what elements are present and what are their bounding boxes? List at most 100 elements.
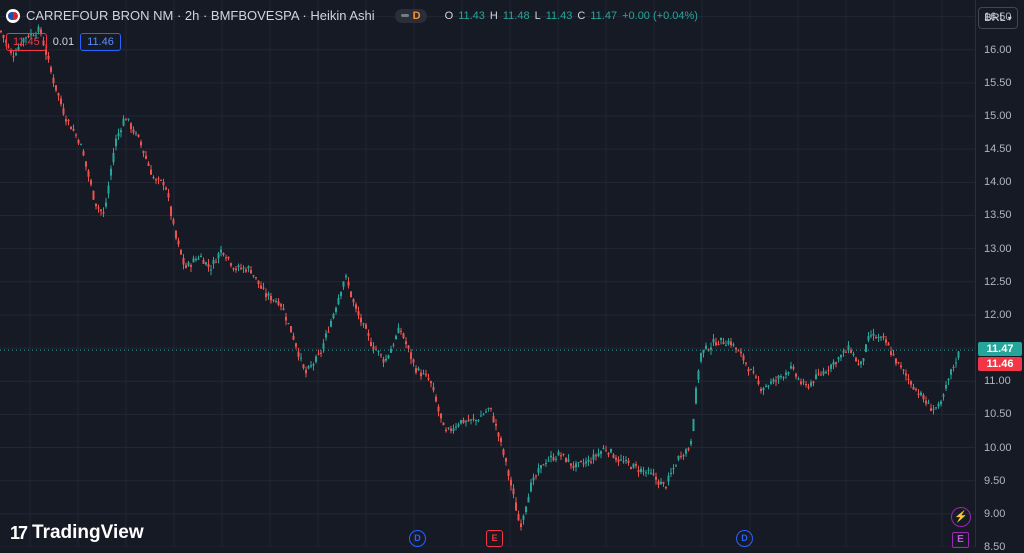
candle-down bbox=[472, 418, 475, 420]
candle-up bbox=[267, 293, 270, 296]
candle-down bbox=[270, 296, 272, 301]
price-axis-tick: 16.50 bbox=[984, 10, 1012, 23]
candle-down bbox=[27, 35, 30, 37]
candle-down bbox=[687, 448, 690, 450]
candle-up bbox=[790, 366, 792, 369]
candle-up bbox=[732, 344, 735, 346]
buy-button[interactable]: 11.46 bbox=[80, 33, 121, 51]
candle-down bbox=[800, 381, 802, 384]
candle-up bbox=[417, 368, 420, 371]
candle-up bbox=[762, 388, 765, 391]
candle-down bbox=[405, 341, 407, 345]
candle-down bbox=[357, 311, 360, 316]
candle-down bbox=[280, 304, 282, 307]
candle-down bbox=[612, 454, 615, 459]
candle-down bbox=[167, 193, 170, 198]
candle-up bbox=[862, 358, 865, 362]
candle-down bbox=[87, 170, 90, 177]
candle-up bbox=[750, 369, 752, 371]
price-chart[interactable] bbox=[0, 0, 975, 547]
candle-up bbox=[815, 374, 817, 379]
candle-down bbox=[755, 376, 757, 378]
candle-up bbox=[447, 427, 450, 429]
tradingview-wordmark: TradingView bbox=[32, 522, 144, 543]
candle-up bbox=[337, 297, 340, 305]
candle-down bbox=[202, 259, 205, 264]
ohlc-close-key: C bbox=[577, 9, 586, 22]
candle-down bbox=[150, 169, 152, 175]
candle-down bbox=[657, 481, 660, 485]
tradingview-logo[interactable]: 17 TradingView bbox=[10, 522, 144, 544]
candle-up bbox=[597, 453, 600, 456]
candle-up bbox=[942, 394, 945, 397]
price-axis-tick: 15.50 bbox=[984, 76, 1012, 89]
currency-selector[interactable]: BRL ▾ bbox=[978, 7, 1018, 29]
candle-down bbox=[162, 181, 165, 186]
dividends-badge: D bbox=[412, 9, 421, 22]
candle-up bbox=[947, 378, 950, 381]
candle-down bbox=[277, 301, 280, 305]
candle-down bbox=[285, 316, 287, 321]
candle-down bbox=[875, 337, 877, 339]
candle-down bbox=[12, 56, 15, 58]
candle-up bbox=[932, 408, 935, 410]
candle-down bbox=[295, 343, 297, 347]
candle-up bbox=[197, 258, 200, 260]
candle-down bbox=[230, 263, 232, 266]
earnings-event-marker[interactable]: E bbox=[486, 530, 503, 547]
minus-icon bbox=[400, 14, 409, 17]
sell-button[interactable]: 11.45 bbox=[6, 33, 47, 51]
candle-down bbox=[807, 386, 810, 388]
candle-down bbox=[305, 369, 307, 374]
candle-up bbox=[575, 463, 577, 467]
price-axis[interactable]: 8.509.009.5010.0010.5011.0011.5012.0012.… bbox=[975, 0, 1024, 553]
candle-down bbox=[607, 452, 610, 455]
candle-down bbox=[50, 67, 52, 72]
candle-up bbox=[115, 138, 117, 147]
symbol-title[interactable]: CARREFOUR BRON NM · 2h · BMFBOVESPA · He… bbox=[26, 8, 375, 23]
candle-up bbox=[120, 130, 122, 133]
candle-down bbox=[560, 455, 562, 457]
candle-up bbox=[810, 382, 812, 386]
candle-down bbox=[347, 281, 350, 286]
candle-up bbox=[220, 249, 222, 253]
candle-up bbox=[592, 454, 595, 460]
candle-down bbox=[432, 387, 435, 391]
candle-up bbox=[522, 515, 525, 520]
price-axis-tick: 11.00 bbox=[984, 375, 1011, 388]
candle-up bbox=[710, 347, 712, 350]
candle-down bbox=[637, 469, 640, 472]
lightning-icon[interactable]: ⚡ bbox=[951, 507, 971, 527]
spread-value: 0.01 bbox=[52, 36, 75, 48]
candle-down bbox=[47, 55, 50, 60]
candle-up bbox=[422, 373, 425, 375]
dividends-toggle[interactable]: D bbox=[394, 8, 427, 23]
candle-down bbox=[820, 374, 822, 376]
candle-up bbox=[785, 372, 787, 375]
earnings-icon[interactable]: E bbox=[952, 532, 969, 548]
candlestick-series bbox=[0, 24, 960, 531]
candle-down bbox=[415, 368, 417, 373]
candle-up bbox=[127, 118, 130, 120]
candle-down bbox=[410, 352, 412, 360]
candle-up bbox=[852, 353, 855, 355]
candle-down bbox=[817, 373, 820, 375]
candle-up bbox=[237, 265, 240, 268]
candle-down bbox=[582, 463, 585, 465]
candle-down bbox=[440, 413, 442, 419]
candle-up bbox=[210, 269, 212, 271]
price-axis-tick: 8.50 bbox=[984, 541, 1006, 553]
candle-down bbox=[802, 381, 805, 383]
candle-up bbox=[25, 37, 27, 39]
price-axis-tick: 13.00 bbox=[984, 242, 1012, 255]
dividend-event-marker[interactable]: D bbox=[736, 530, 753, 547]
candle-down bbox=[185, 265, 187, 269]
candle-up bbox=[610, 449, 612, 453]
candle-down bbox=[740, 351, 742, 354]
candle-down bbox=[327, 331, 330, 333]
dividend-event-marker[interactable]: D bbox=[409, 530, 426, 547]
candle-up bbox=[692, 418, 695, 432]
candle-down bbox=[420, 372, 422, 377]
candle-down bbox=[152, 177, 155, 179]
candle-up bbox=[797, 378, 800, 380]
